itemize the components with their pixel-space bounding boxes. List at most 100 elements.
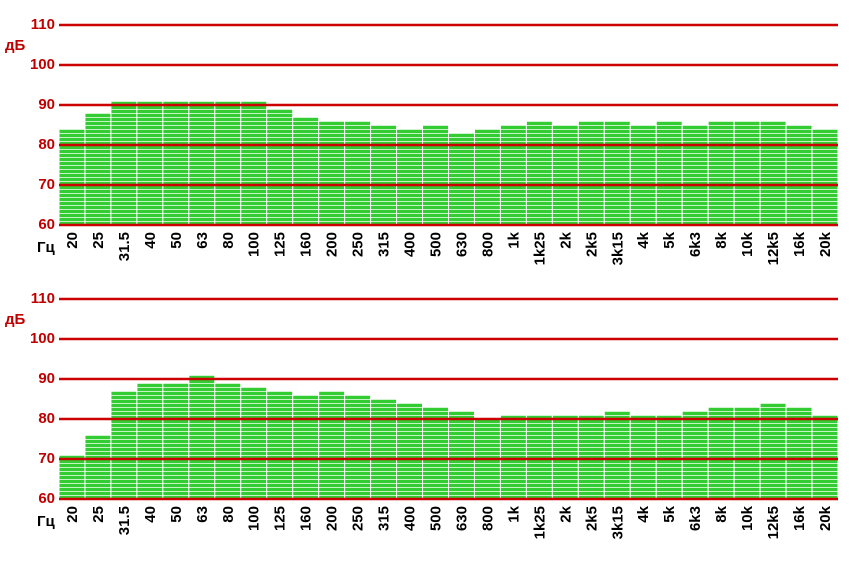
x-tick-label: 10k <box>739 505 756 531</box>
bar <box>499 124 527 226</box>
x-tick-label: 40 <box>142 232 159 249</box>
x-tick-label: 2k5 <box>583 232 600 257</box>
x-tick-label: 1k25 <box>531 232 548 265</box>
y-axis-label: дБ <box>5 37 26 54</box>
bar <box>655 120 683 226</box>
x-tick-label: 315 <box>376 232 393 257</box>
bar <box>551 414 579 500</box>
bar <box>577 120 605 226</box>
x-axis-label: Гц <box>37 513 56 530</box>
x-tick-label: 6k3 <box>687 232 704 257</box>
x-tick-label: 250 <box>350 506 367 531</box>
x-tick-label: 100 <box>246 232 263 257</box>
bar <box>733 406 761 500</box>
x-tick-label: 200 <box>324 506 341 531</box>
x-tick-label: 16k <box>791 231 808 257</box>
x-tick-label: 6k3 <box>687 506 704 531</box>
x-tick-label: 630 <box>453 232 470 257</box>
x-tick-label: 400 <box>402 232 419 257</box>
bar <box>785 124 813 226</box>
bar <box>266 390 294 500</box>
x-tick-label: 1k <box>505 505 522 522</box>
bar <box>681 410 709 500</box>
bar <box>603 120 631 226</box>
x-tick-label: 800 <box>479 232 496 257</box>
bar <box>811 414 839 500</box>
bar <box>84 112 112 226</box>
bar <box>344 394 372 500</box>
bar <box>214 100 242 226</box>
bar <box>292 394 320 500</box>
x-tick-label: 20 <box>64 232 81 249</box>
y-tick-label: 90 <box>38 370 55 387</box>
x-tick-label: 200 <box>324 232 341 257</box>
bar <box>707 120 735 226</box>
x-tick-label: 2k5 <box>583 506 600 531</box>
bar <box>162 100 190 226</box>
x-axis-label: Гц <box>37 239 56 256</box>
bar <box>396 128 424 226</box>
bar <box>292 116 320 226</box>
y-tick-label: 70 <box>38 176 55 193</box>
bar <box>707 406 735 500</box>
x-tick-label: 31.5 <box>116 232 133 261</box>
y-tick-label: 100 <box>30 56 55 73</box>
x-tick-label: 800 <box>479 506 496 531</box>
x-tick-label: 5k <box>661 231 678 248</box>
y-tick-label: 80 <box>38 410 55 427</box>
x-tick-label: 20 <box>64 506 81 523</box>
bar <box>214 382 242 500</box>
bar <box>499 414 527 500</box>
bar <box>525 414 553 500</box>
x-tick-label: 100 <box>246 506 263 531</box>
bar <box>473 128 501 226</box>
bar <box>58 454 86 500</box>
bar <box>188 374 216 500</box>
bar <box>370 398 398 500</box>
x-tick-label: 50 <box>168 232 185 249</box>
x-tick-label: 2k <box>557 505 574 522</box>
x-tick-label: 16k <box>791 505 808 531</box>
bar <box>240 386 268 500</box>
x-tick-label: 20k <box>817 505 834 531</box>
y-axis-label: дБ <box>5 311 26 328</box>
y-tick-label: 60 <box>38 490 55 507</box>
y-tick-label: 90 <box>38 96 55 113</box>
x-tick-label: 630 <box>453 506 470 531</box>
x-tick-label: 25 <box>90 232 107 249</box>
x-tick-label: 4k <box>635 505 652 522</box>
bar <box>525 120 553 226</box>
x-tick-label: 50 <box>168 506 185 523</box>
y-tick-label: 70 <box>38 450 55 467</box>
bar <box>136 100 164 226</box>
x-tick-label: 160 <box>298 506 315 531</box>
x-tick-label: 1k25 <box>531 506 548 539</box>
x-tick-label: 31.5 <box>116 506 133 535</box>
x-tick-label: 12k5 <box>765 506 782 539</box>
bar <box>318 120 346 226</box>
bar <box>629 124 657 226</box>
bar <box>551 124 579 226</box>
x-tick-label: 3k15 <box>609 506 626 539</box>
x-tick-label: 63 <box>194 232 211 249</box>
y-tick-label: 80 <box>38 136 55 153</box>
bar <box>759 120 787 226</box>
bar <box>240 100 268 226</box>
x-tick-label: 80 <box>220 506 237 523</box>
x-tick-label: 500 <box>427 506 444 531</box>
bar <box>344 120 372 226</box>
bar <box>396 402 424 500</box>
x-tick-label: 160 <box>298 232 315 257</box>
x-tick-label: 125 <box>272 506 289 531</box>
x-tick-label: 400 <box>402 506 419 531</box>
x-tick-label: 315 <box>376 506 393 531</box>
x-tick-label: 12k5 <box>765 232 782 265</box>
bar <box>655 414 683 500</box>
x-tick-label: 4k <box>635 231 652 248</box>
bar <box>422 124 449 226</box>
x-tick-label: 5k <box>661 505 678 522</box>
bar <box>629 414 657 500</box>
bar <box>811 128 839 226</box>
y-tick-label: 110 <box>31 290 55 307</box>
x-tick-label: 3k15 <box>609 232 626 265</box>
